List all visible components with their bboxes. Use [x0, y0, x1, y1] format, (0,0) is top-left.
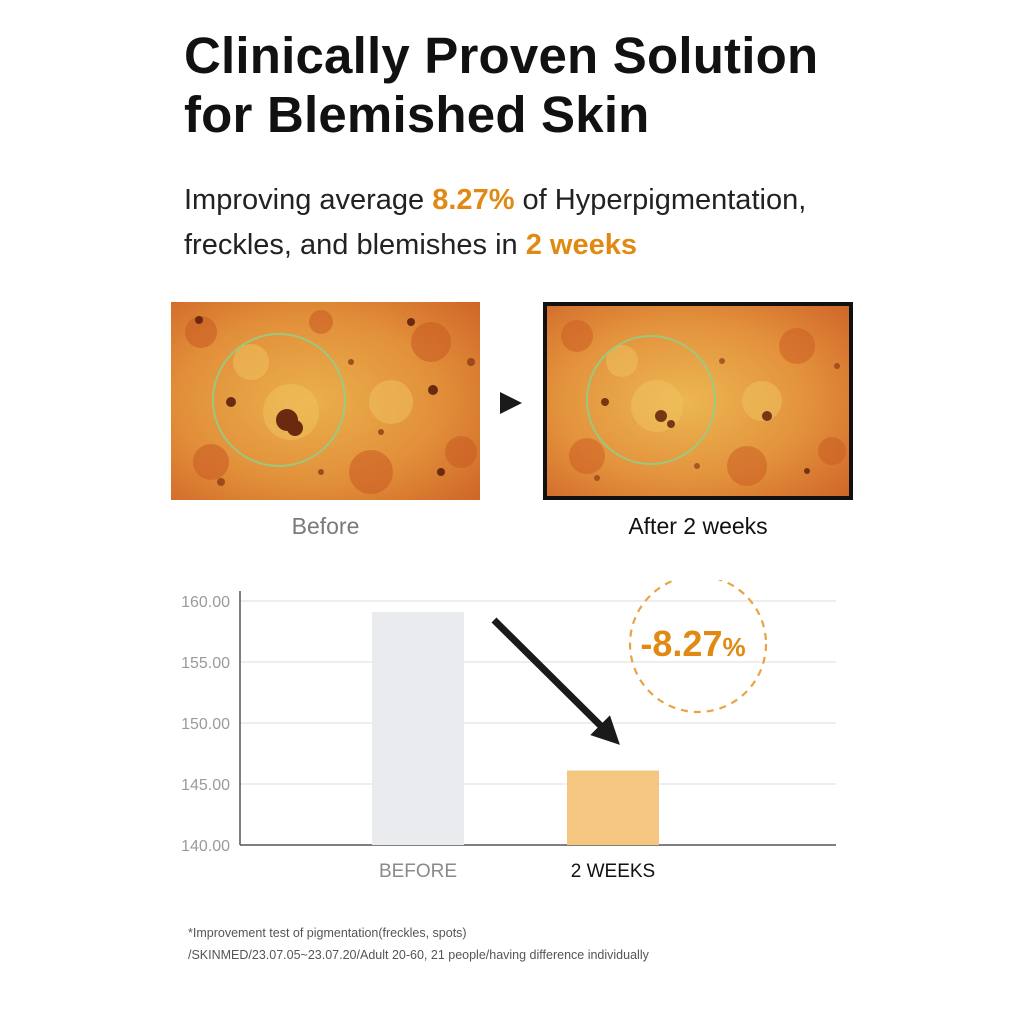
subtitle-line-1-prefix: Improving average [184, 184, 433, 216]
subtitle-line-1: Improving average 8.27% of Hyperpigmenta… [184, 178, 944, 223]
subtitle-line-2-prefix: freckles, and blemishes in [184, 229, 526, 261]
subtitle: Improving average 8.27% of Hyperpigmenta… [184, 178, 944, 268]
before-label: Before [291, 513, 360, 539]
page-title: Clinically Proven Solution for Blemished… [184, 26, 944, 144]
x-category-label: BEFORE [379, 861, 457, 882]
footnote-line-2: /SKINMED/23.07.05~23.07.20/Adult 20-60, … [188, 948, 649, 962]
y-tick-label: 140.00 [181, 838, 230, 855]
reduction-value: -8.27% [640, 623, 745, 664]
y-tick-label: 145.00 [181, 777, 230, 794]
subtitle-line-2: freckles, and blemishes in 2 weeks [184, 223, 944, 268]
title-line-2: for Blemished Skin [184, 86, 650, 143]
y-tick-label: 160.00 [181, 594, 230, 611]
x-category-label: 2 WEEKS [571, 861, 655, 882]
y-tick-label: 150.00 [181, 716, 230, 733]
after-skin-photo [543, 302, 853, 500]
title-line-1: Clinically Proven Solution [184, 27, 819, 84]
after-label: After 2 weeks [628, 513, 768, 539]
chart-bars [372, 611, 659, 845]
improvement-percent-highlight: 8.27% [432, 184, 515, 216]
duration-highlight: 2 weeks [525, 229, 637, 261]
footnote-line-1: *Improvement test of pigmentation(freckl… [188, 926, 467, 940]
reduction-number: -8.27 [640, 623, 722, 664]
before-skin-photo [171, 302, 480, 500]
pigmentation-bar-chart: 160.00 155.00 150.00 145.00 140.00 BEFORE 2 W… [181, 580, 836, 882]
y-axis-tick-labels: 160.00 155.00 150.00 145.00 140.00 [181, 594, 230, 855]
reduction-callout-circle [628, 580, 768, 714]
reduction-unit: % [722, 632, 745, 662]
x-axis-category-labels: BEFORE 2 WEEKS [379, 861, 655, 882]
y-tick-label: 155.00 [181, 655, 230, 672]
decrease-arrow-icon [491, 617, 620, 745]
subtitle-line-1-suffix: of Hyperpigmentation, [514, 184, 807, 216]
before-skin-image [171, 302, 480, 500]
bar-before [372, 611, 464, 845]
bar-2-weeks [567, 770, 659, 845]
after-skin-image [547, 306, 849, 496]
arrow-right-icon [500, 392, 522, 414]
footnote: *Improvement test of pigmentation(freckl… [188, 922, 649, 966]
